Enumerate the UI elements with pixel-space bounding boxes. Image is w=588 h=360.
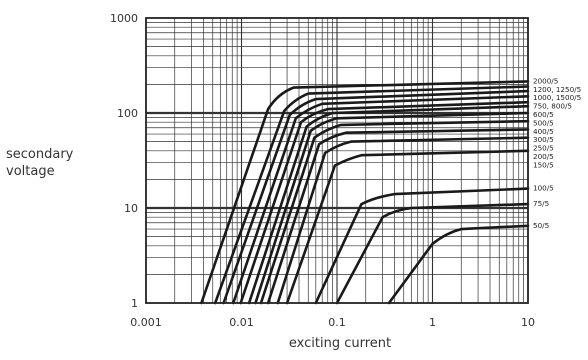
series-label: 150/5: [533, 160, 554, 169]
series-label: 500/5: [533, 118, 554, 127]
series-line: [247, 104, 530, 305]
y-tick-label: 1000: [110, 12, 138, 25]
x-axis-label: exciting current: [288, 336, 392, 351]
series-line: [314, 187, 530, 305]
y-axis-label: secondary voltage: [6, 147, 74, 179]
series-line: [285, 149, 530, 305]
y-tick-label: 10: [124, 202, 138, 215]
y-tick-label: 100: [117, 107, 138, 120]
x-tick-label: 1: [429, 316, 436, 329]
x-tick-label: 0.1: [328, 316, 346, 329]
series-label: 2000/5: [533, 76, 558, 85]
series-line: [239, 100, 530, 305]
y-tick-labels: 1 10 100 1000: [110, 12, 138, 310]
series-line: [387, 224, 530, 305]
grid: [146, 18, 528, 303]
series-line: [259, 119, 530, 305]
series-label: 750, 800/5: [533, 102, 572, 111]
series-label: 250/5: [533, 144, 554, 153]
series-label: 100/5: [533, 184, 554, 193]
series-line: [266, 128, 530, 305]
series-line: [200, 80, 530, 305]
series-label: 300/5: [533, 135, 554, 144]
series-line: [222, 89, 530, 305]
x-tick-label: 0.01: [229, 316, 254, 329]
series-line: [254, 111, 530, 305]
series-group: [200, 80, 530, 305]
series-label: 1200, 1250/5: [533, 85, 581, 94]
x-tick-label: 0.001: [130, 316, 162, 329]
x-tick-labels: 0.001 0.01 0.1 1 10: [130, 316, 535, 329]
series-line: [213, 85, 530, 305]
x-tick-label: 10: [521, 316, 535, 329]
series-label: 600/5: [533, 110, 554, 119]
series-line: [232, 95, 530, 305]
plot-frame: [145, 17, 529, 304]
series-label: 400/5: [533, 127, 554, 136]
series-label: 200/5: [533, 152, 554, 161]
y-tick-label: 1: [131, 297, 138, 310]
series-label: 50/5: [533, 221, 549, 230]
series-label: 75/5: [533, 199, 549, 208]
series-line: [276, 136, 530, 305]
series-label: 1000, 1500/5: [533, 93, 581, 102]
series-line: [335, 202, 530, 305]
